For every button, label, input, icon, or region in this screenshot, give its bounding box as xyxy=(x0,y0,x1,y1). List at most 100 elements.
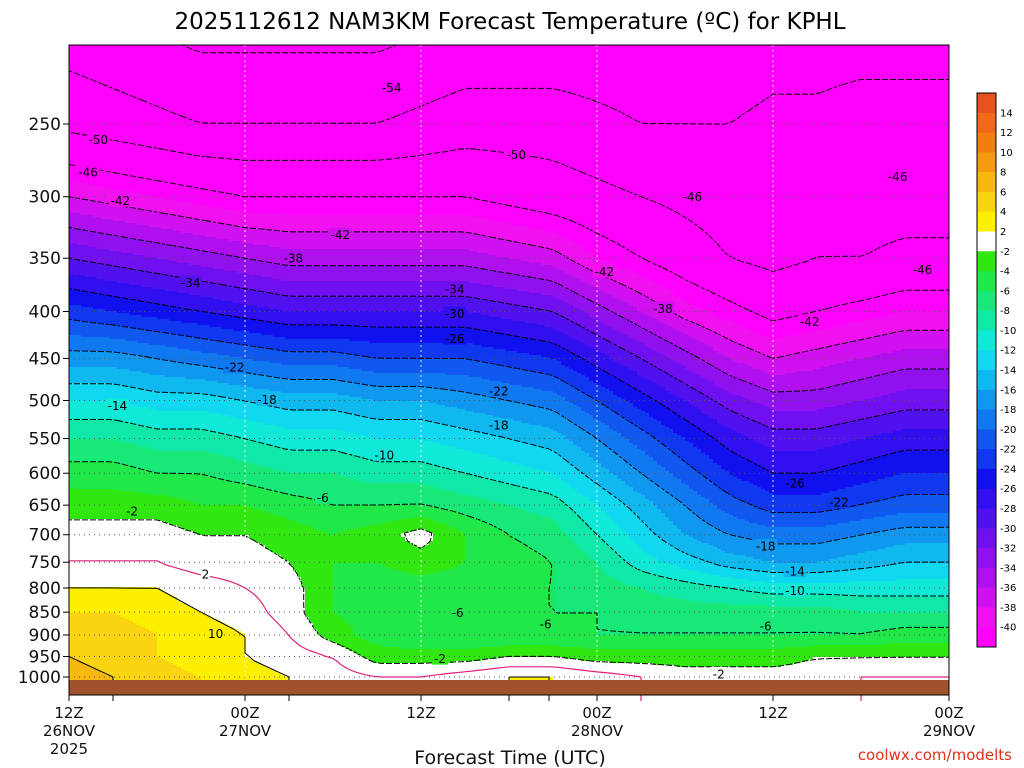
temp-cell xyxy=(625,463,630,486)
temp-cell xyxy=(745,503,750,522)
temp-cell xyxy=(105,337,110,352)
temp-cell xyxy=(77,259,82,276)
temp-cell xyxy=(505,319,510,336)
temp-cell xyxy=(89,293,94,308)
temp-cell xyxy=(205,367,210,382)
temp-cell xyxy=(385,359,390,374)
temp-cell xyxy=(529,445,534,468)
temp-cell xyxy=(357,369,362,384)
temp-cell xyxy=(353,383,358,398)
temp-cell xyxy=(945,597,950,614)
temp-cell xyxy=(361,265,366,282)
temp-cell xyxy=(133,269,138,286)
temp-cell xyxy=(193,351,198,366)
temp-cell xyxy=(557,413,562,434)
temp-cell xyxy=(393,461,398,484)
temp-cell xyxy=(221,415,226,434)
temp-cell xyxy=(597,305,602,322)
temp-cell xyxy=(81,587,86,614)
temp-cell xyxy=(277,427,282,448)
temp-cell xyxy=(81,663,86,696)
temp-cell xyxy=(925,349,930,370)
temp-cell xyxy=(469,329,474,344)
temp-cell xyxy=(853,645,858,658)
temp-cell xyxy=(577,373,582,392)
temp-cell xyxy=(941,657,946,696)
temp-cell xyxy=(253,465,258,488)
temp-cell xyxy=(797,635,802,648)
temp-cell xyxy=(389,327,394,344)
temp-cell xyxy=(121,421,126,442)
temp-cell xyxy=(493,237,498,256)
temp-cell xyxy=(661,489,666,514)
temp-cell xyxy=(605,325,610,342)
temp-cell xyxy=(529,263,534,278)
temp-cell xyxy=(89,367,94,384)
temp-cell xyxy=(873,657,878,696)
temp-cell xyxy=(877,317,882,336)
temp-cell xyxy=(221,479,226,506)
temp-cell xyxy=(253,487,258,510)
temp-cell xyxy=(849,635,854,646)
temp-cell xyxy=(465,473,470,496)
temp-cell xyxy=(837,609,842,636)
temp-cell xyxy=(501,461,506,484)
temp-cell xyxy=(621,583,626,636)
temp-cell xyxy=(433,403,438,424)
temp-cell xyxy=(661,405,666,426)
temp-cell xyxy=(757,649,762,668)
temp-cell xyxy=(545,357,550,376)
contour-label: -46 xyxy=(76,165,100,180)
temp-cell xyxy=(265,213,270,230)
contour-label: -50 xyxy=(504,147,528,162)
temp-cell xyxy=(269,551,274,670)
temp-cell xyxy=(93,277,98,294)
temp-cell xyxy=(297,297,302,312)
temp-cell xyxy=(945,429,950,452)
temp-cell xyxy=(321,215,326,232)
temp-cell xyxy=(689,489,694,512)
temp-cell xyxy=(461,249,466,266)
temp-cell xyxy=(509,367,514,386)
temp-cell xyxy=(617,499,622,528)
temp-cell xyxy=(517,509,522,542)
temp-cell xyxy=(125,283,130,300)
temp-cell xyxy=(841,583,846,596)
temp-cell xyxy=(649,397,654,418)
temp-cell xyxy=(517,421,522,442)
temp-cell xyxy=(541,493,546,518)
temp-cell xyxy=(617,415,622,434)
temp-cell xyxy=(905,369,910,390)
temp-cell xyxy=(893,475,898,498)
temp-cell xyxy=(305,525,310,618)
temp-cell xyxy=(133,445,138,468)
contour-label-text: -22 xyxy=(829,496,849,510)
temp-cell xyxy=(621,365,626,382)
temp-cell xyxy=(365,659,370,696)
temp-cell xyxy=(605,575,610,636)
temp-cell xyxy=(397,519,402,572)
temp-cell xyxy=(601,649,606,662)
temp-cell xyxy=(105,439,110,462)
temp-cell xyxy=(449,407,454,426)
temp-cell xyxy=(933,473,938,496)
temp-cell xyxy=(721,469,726,492)
temp-cell xyxy=(805,473,810,496)
temp-cell xyxy=(413,461,418,484)
temp-cell xyxy=(85,439,90,462)
temp-cell xyxy=(853,341,858,360)
temp-cell xyxy=(149,317,154,332)
temp-cell xyxy=(185,217,190,234)
temp-cell xyxy=(693,469,698,492)
temp-cell xyxy=(709,381,714,400)
contour-label: -38 xyxy=(281,251,305,266)
temp-cell xyxy=(721,491,726,512)
temp-cell xyxy=(701,573,706,586)
temp-cell xyxy=(337,215,342,232)
temp-cell xyxy=(873,337,878,356)
temp-cell xyxy=(709,635,714,650)
temp-cell xyxy=(877,479,882,502)
temp-cell xyxy=(549,375,554,392)
temp-cell xyxy=(813,349,818,370)
contour-label-bg xyxy=(372,447,396,461)
